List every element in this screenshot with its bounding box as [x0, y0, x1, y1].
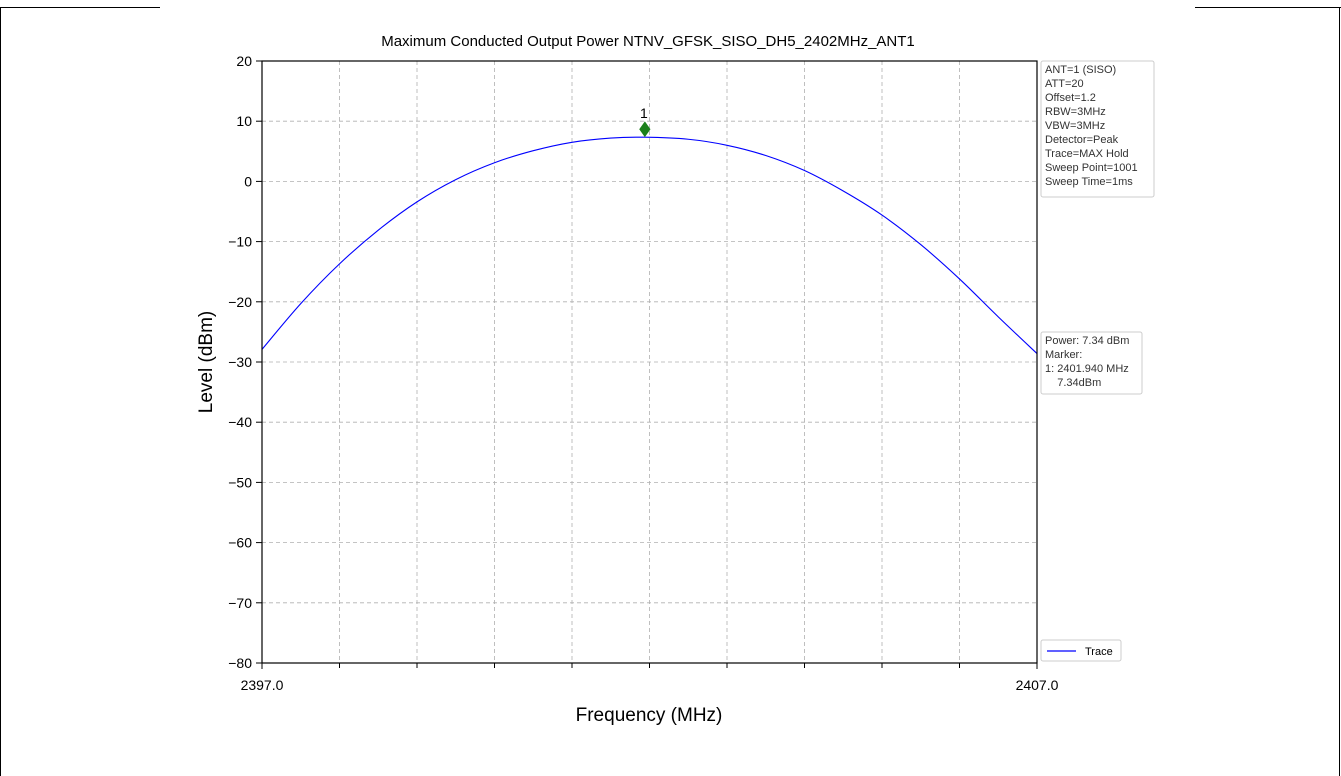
y-tick-label: 20	[236, 53, 252, 69]
marker-frequency: 1: 2401.940 MHz	[1045, 363, 1129, 375]
settings-line: Detector=Peak	[1045, 134, 1119, 146]
grid-lines	[262, 61, 1037, 663]
y-tick-label: −30	[228, 354, 252, 370]
legend-frame	[1040, 639, 1122, 662]
x-tick-label: 2407.0	[1016, 677, 1059, 693]
x-axis-title: Frequency (MHz)	[576, 705, 723, 726]
trace-line	[261, 136, 1038, 354]
result-info-frame	[1040, 331, 1143, 395]
power-readout: Power: 7.34 dBm	[1045, 335, 1129, 347]
peak-marker: 1	[639, 105, 651, 138]
marker-heading: Marker:	[1045, 349, 1082, 361]
settings-line: Sweep Time=1ms	[1045, 176, 1133, 188]
settings-info-frame	[1040, 60, 1155, 198]
settings-line: Trace=MAX Hold	[1045, 148, 1129, 160]
settings-line: Offset=1.2	[1045, 92, 1096, 104]
result-info-box: Power: 7.34 dBm Marker: 1: 2401.940 MHz …	[1040, 331, 1143, 395]
settings-line: RBW=3MHz	[1045, 106, 1106, 118]
y-tick-label: 10	[236, 113, 252, 129]
y-tick-label: −60	[228, 535, 252, 551]
settings-line: VBW=3MHz	[1045, 120, 1105, 132]
y-tick-label: −80	[228, 655, 252, 671]
settings-line: Sweep Point=1001	[1045, 162, 1138, 174]
chart-title: Maximum Conducted Output Power NTNV_GFSK…	[381, 33, 915, 50]
y-tick-label: −10	[228, 234, 252, 250]
y-tick-label: 0	[244, 173, 252, 189]
marker-diamond	[639, 121, 651, 138]
settings-line: ATT=20	[1045, 78, 1084, 90]
y-tick-label: −20	[228, 294, 252, 310]
settings-line: ANT=1 (SISO)	[1045, 64, 1116, 76]
x-tick-label: 2397.0	[241, 677, 284, 693]
plot-frame	[261, 60, 1038, 664]
y-axis-title: Level (dBm)	[196, 311, 217, 413]
marker-level: 7.34dBm	[1045, 377, 1101, 389]
legend-trace-label: Trace	[1085, 646, 1113, 658]
marker-label: 1	[640, 105, 648, 121]
y-tick-label: −50	[228, 474, 252, 490]
y-tick-label: −70	[228, 595, 252, 611]
legend: Trace	[1040, 639, 1122, 662]
y-tick-label: −40	[228, 414, 252, 430]
trace-series	[261, 136, 1038, 354]
axis-ticks: 2397.0 2407.0 20 10 0 −10 −20 −30 −40 −50 −60 −70 −8…	[228, 53, 1058, 693]
settings-info-box: ANT=1 (SISO) ATT=20 Offset=1.2 RBW=3MHz …	[1040, 60, 1155, 198]
